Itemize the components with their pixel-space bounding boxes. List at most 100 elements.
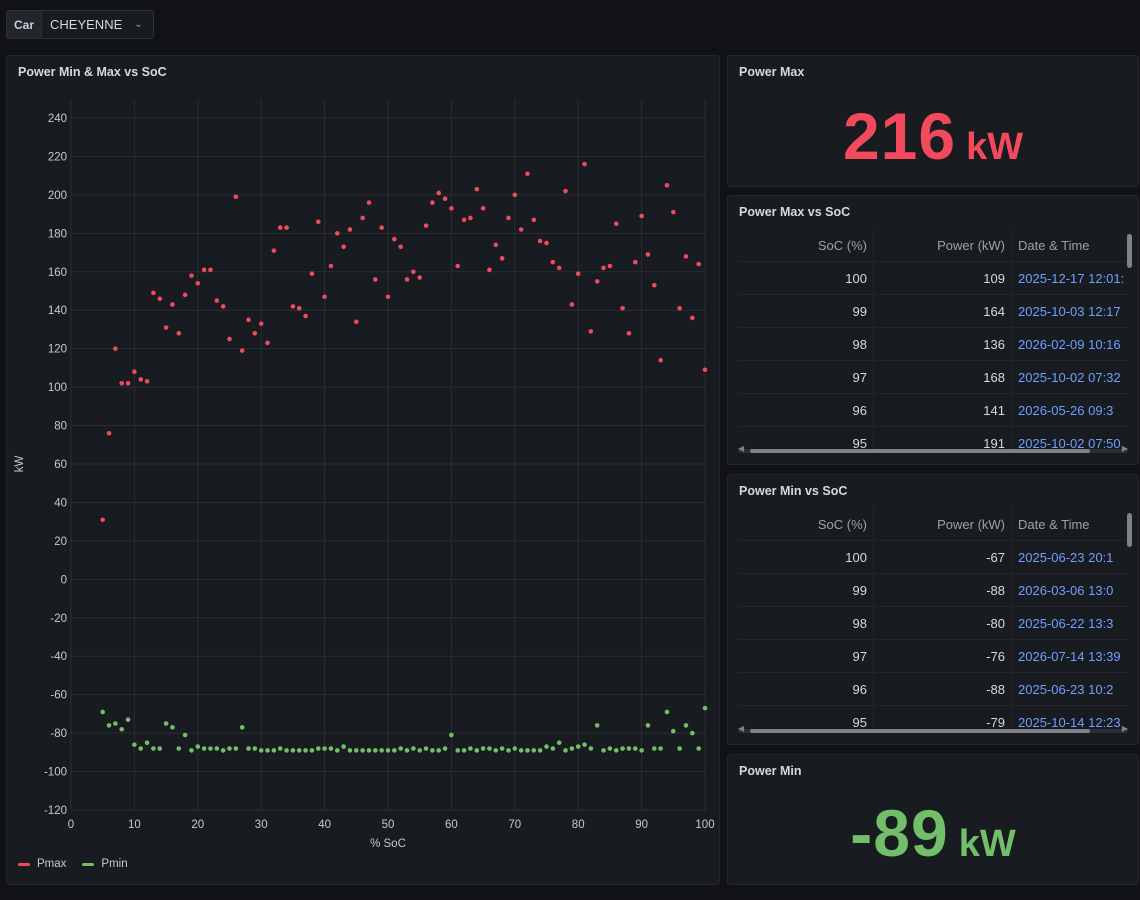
scroll-right-icon[interactable]: ▶ [1121,444,1128,453]
cell-datetime-link[interactable]: 2025-10-14 12:23 [1018,714,1121,729]
legend-item-pmax[interactable]: Pmax [18,858,66,870]
horizontal-scrollbar[interactable]: ◀ ▶ [738,444,1128,454]
header-datetime[interactable]: Date & Time [1018,237,1090,253]
scatter-point-pmin [702,705,708,711]
header-power[interactable]: Power (kW) [874,508,1012,540]
cell-power: -88 [874,574,1012,606]
power-min-table-title[interactable]: Power Min vs SoC [739,484,848,498]
legend-swatch-pmax [18,862,30,866]
scatter-point-pmax [360,215,365,221]
power-min-title[interactable]: Power Min [739,764,802,778]
vertical-scrollbar[interactable] [1127,513,1132,547]
scatter-point-pmax [651,282,657,288]
scatter-point-pmax [487,267,492,273]
cell-power: 168 [874,361,1012,393]
table-row: 99 -88 2026-03-06 13:0 [738,574,1128,607]
scatter-point-pmin [423,746,429,751]
header-power[interactable]: Power (kW) [874,229,1012,261]
cell-datetime-link[interactable]: 2026-05-26 09:3 [1018,402,1114,418]
y-tick-label: -80 [50,728,67,740]
scatter-point-pmax [411,269,416,275]
scatter-point-pmin [601,748,606,753]
scatter-point-pmin [138,746,144,751]
scatter-point-pmin [683,723,689,728]
scatter-point-pmin [449,732,454,738]
header-soc[interactable]: SoC (%) [738,508,874,540]
cell-datetime-link[interactable]: 2025-10-02 07:32 [1018,369,1121,385]
cell-soc: 97 [738,640,874,672]
scatter-point-pmax [125,380,131,386]
horizontal-scrollbar[interactable]: ◀ ▶ [738,724,1128,734]
power-max-table-title[interactable]: Power Max vs SoC [739,205,851,219]
scatter-point-pmin [252,746,258,751]
scatter-point-pmax [702,367,708,373]
scroll-right-icon[interactable]: ▶ [1121,724,1128,733]
table-row: 98 -80 2025-06-22 13:3 [738,607,1128,640]
legend-item-pmin[interactable]: Pmin [82,858,128,870]
scatter-point-pmin [493,748,499,753]
scatter-point-pmin [246,746,251,751]
scatter-point-pmin [347,748,353,753]
car-select-dropdown[interactable]: CHEYENNE ⌄ [42,11,153,38]
scatter-point-pmax [334,231,340,236]
scatter-point-pmax [309,271,315,276]
scroll-left-icon[interactable]: ◀ [738,724,745,733]
scatter-chart: 240220200180160140120100806040200-20-40-… [14,100,715,850]
power-max-title[interactable]: Power Max [739,65,805,79]
power-max-unit: kW [966,126,1024,168]
scatter-point-pmin [354,748,359,753]
scatter-point-pmax [499,256,505,261]
car-variable-selector[interactable]: Car CHEYENNE ⌄ [6,10,154,39]
scatter-point-pmin [690,730,695,736]
scatter-point-pmax [601,265,606,271]
cell-datetime-link[interactable]: 2025-06-23 20:1 [1018,549,1114,565]
scatter-point-pmin [214,746,220,751]
scatter-point-pmax [531,217,537,223]
cell-datetime-link[interactable]: 2026-02-09 10:16 [1018,336,1121,352]
scrollbar-thumb[interactable] [750,729,1090,733]
scatter-point-pmax [613,221,619,227]
scatter-point-pmax [658,357,663,363]
cell-datetime-link[interactable]: 2025-10-02 07:50 [1018,435,1121,450]
scrollbar-thumb[interactable] [750,449,1090,453]
scatter-point-pmax [480,206,486,211]
scatter-point-pmax [284,225,289,230]
scatter-point-pmin [170,725,175,730]
cell-power: 109 [874,262,1012,294]
scatter-point-pmin [195,744,201,749]
scatter-point-pmin [512,746,518,751]
scatter-point-pmin [658,746,663,751]
scatter-point-pmin [607,746,613,751]
scatter-point-pmax [525,171,530,177]
scatter-point-pmax [265,340,270,346]
cell-datetime-link[interactable]: 2025-10-03 12:17 [1018,303,1121,319]
vertical-scrollbar[interactable] [1127,234,1132,268]
scatter-panel-title[interactable]: Power Min & Max vs SoC [18,65,167,79]
cell-datetime-link[interactable]: 2025-06-23 10:2 [1018,681,1114,697]
scatter-point-pmax [347,227,353,232]
scatter-point-pmin [258,748,264,753]
cell-soc: 96 [738,673,874,705]
scatter-point-pmin [315,746,321,751]
cell-datetime-link[interactable]: 2025-06-22 13:3 [1018,615,1114,631]
y-tick-label: 200 [48,190,67,202]
power-max-panel: Power Max 216 kW [727,55,1139,187]
scatter-point-pmin [373,748,378,753]
header-datetime[interactable]: Date & Time [1018,516,1090,532]
scatter-point-pmax [632,259,638,265]
scatter-point-pmin [271,748,277,753]
cell-datetime-link[interactable]: 2026-07-14 13:39 [1018,648,1121,664]
scatter-point-pmax [220,304,226,309]
cell-datetime-link[interactable]: 2026-03-06 13:0 [1018,582,1114,598]
scatter-point-pmin [544,744,549,749]
scatter-point-pmin [385,748,391,753]
scatter-point-pmin [119,726,125,732]
header-soc[interactable]: SoC (%) [738,229,874,261]
scatter-point-pmin [277,746,283,751]
scatter-point-pmin [594,723,600,728]
scatter-point-pmin [474,748,480,753]
cell-datetime-link[interactable]: 2025-12-17 12:01: [1018,270,1125,286]
scatter-point-pmin [309,748,315,753]
cell-power: -80 [874,607,1012,639]
scroll-left-icon[interactable]: ◀ [738,444,745,453]
